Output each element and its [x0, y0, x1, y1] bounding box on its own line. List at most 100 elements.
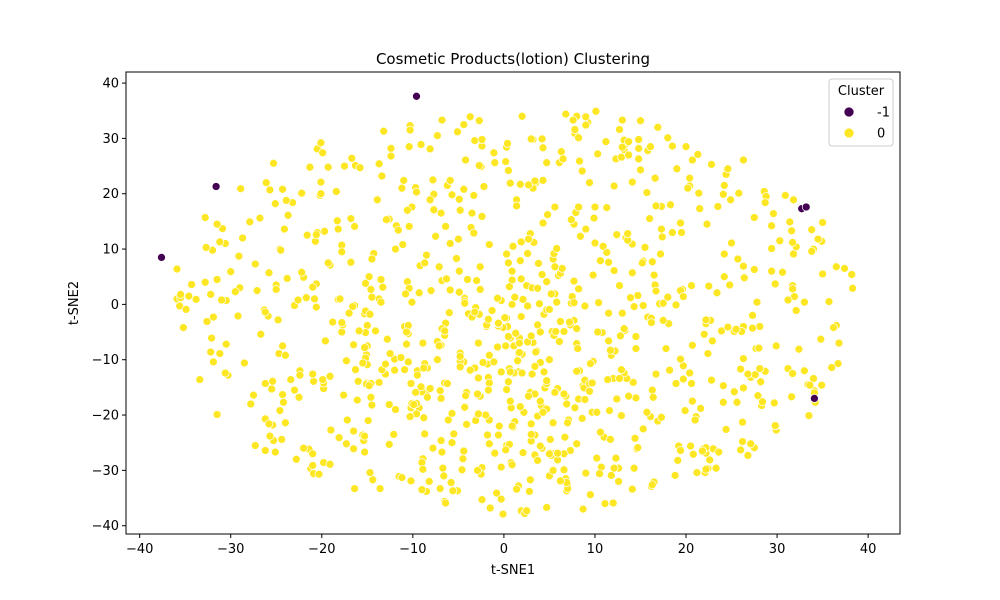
data-point: [399, 176, 409, 185]
data-point: [325, 459, 335, 469]
data-point: [545, 305, 554, 314]
data-point: [585, 178, 594, 188]
data-point: [316, 138, 326, 148]
data-point: [481, 410, 491, 420]
data-point: [382, 334, 392, 344]
data-point: [543, 210, 552, 220]
data-point: [743, 451, 753, 460]
data-point: [656, 249, 665, 259]
data-point: [475, 262, 485, 272]
data-point: [469, 228, 479, 238]
data-point: [386, 144, 396, 153]
data-point: [505, 282, 514, 292]
data-point: [454, 266, 464, 276]
data-point: [767, 244, 776, 253]
data-point: [337, 318, 347, 327]
data-point: [406, 379, 416, 388]
data-point: [308, 461, 318, 470]
x-axis: −40 −30 −20 −10 0 10 20 30 40: [126, 534, 876, 557]
data-point: [581, 468, 591, 478]
data-point: [590, 238, 600, 248]
data-point: [524, 180, 533, 190]
data-point: [633, 443, 643, 453]
data-point: [419, 413, 429, 423]
data-point: [212, 275, 222, 284]
data-point: [577, 166, 587, 176]
data-point: [477, 212, 487, 221]
data-point: [685, 173, 695, 183]
data-point: [586, 359, 595, 368]
data-point: [405, 125, 415, 135]
data-point: [412, 187, 421, 197]
data-point: [753, 391, 763, 401]
data-point: [504, 258, 513, 268]
data-point: [211, 182, 221, 191]
data-point: [688, 155, 697, 165]
data-point: [661, 344, 671, 353]
data-point: [651, 369, 661, 379]
data-point: [280, 224, 289, 234]
data-point: [718, 397, 728, 407]
data-point: [323, 258, 333, 268]
data-point: [328, 317, 338, 327]
data-point: [200, 213, 210, 222]
data-point: [361, 279, 370, 288]
data-point: [424, 477, 434, 486]
data-point: [265, 185, 275, 195]
data-point: [423, 392, 432, 402]
data-point: [767, 266, 776, 276]
data-point: [787, 226, 796, 236]
data-point: [246, 399, 256, 409]
x-tick-label: −30: [217, 542, 244, 557]
plot-frame: [125, 71, 901, 535]
data-point: [611, 453, 621, 463]
data-point: [441, 222, 450, 231]
data-point: [439, 471, 449, 481]
data-point: [788, 284, 797, 294]
data-point: [531, 347, 541, 357]
data-point: [477, 135, 487, 144]
data-point: [426, 286, 436, 295]
data-point: [829, 323, 838, 332]
data-point: [629, 302, 639, 311]
data-point: [416, 382, 426, 392]
data-point: [617, 411, 626, 420]
data-point: [590, 202, 600, 212]
data-point: [434, 262, 444, 272]
data-point: [708, 336, 717, 346]
data-point: [474, 116, 484, 126]
data-point: [614, 477, 623, 486]
data-point: [230, 287, 240, 297]
data-point: [634, 144, 644, 153]
data-point: [834, 338, 844, 348]
data-point: [817, 380, 827, 390]
data-point: [436, 394, 446, 403]
data-point: [447, 438, 457, 448]
data-point: [360, 447, 369, 457]
data-point: [647, 257, 657, 267]
data-point: [516, 237, 526, 247]
data-point: [437, 115, 447, 125]
data-point: [337, 327, 347, 337]
data-point: [290, 385, 299, 395]
data-point: [425, 195, 435, 205]
data-point: [368, 475, 378, 485]
data-point: [688, 340, 697, 350]
data-point: [624, 391, 633, 401]
data-point: [331, 187, 341, 196]
data-point: [496, 462, 506, 472]
data-point: [663, 292, 673, 302]
x-tick-label: 40: [860, 542, 877, 557]
data-point: [367, 400, 377, 410]
data-point: [425, 144, 435, 154]
data-point: [299, 443, 308, 453]
data-point: [606, 435, 615, 444]
data-point: [695, 204, 705, 214]
data-point: [496, 494, 506, 504]
data-point: [276, 245, 286, 255]
data-point: [440, 326, 450, 336]
data-point: [339, 390, 348, 400]
data-point: [376, 275, 386, 284]
data-point: [598, 241, 608, 251]
data-point: [250, 441, 260, 450]
